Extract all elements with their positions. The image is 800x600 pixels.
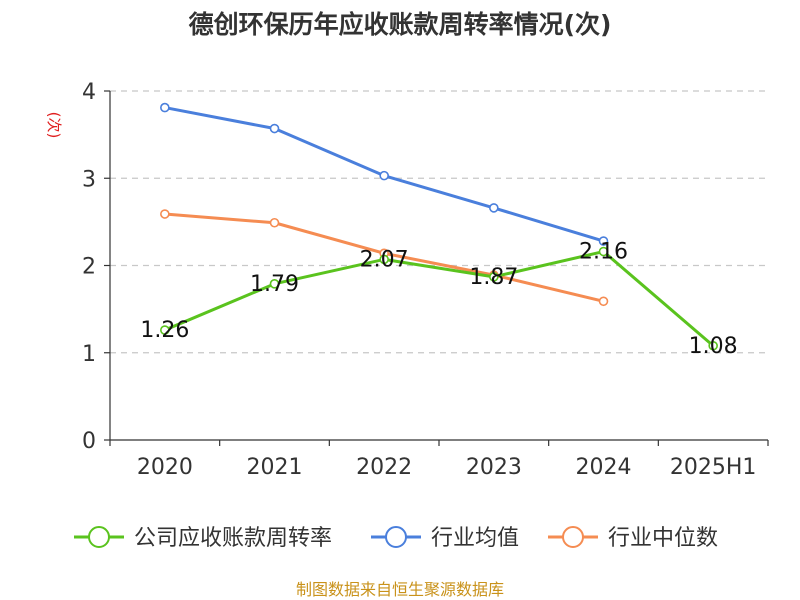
x-tick-label: 2021 [247,455,303,480]
data-point [160,325,170,335]
data-label: 1.87 [469,265,518,290]
x-tick-label: 2020 [137,455,193,480]
legend-marker [88,526,110,548]
data-point [379,170,389,181]
y-axis-unit: (次) [45,112,63,139]
legend: 公司应收账款周转率 行业均值 行业中位数 [74,526,718,551]
data-point [269,279,280,289]
x-tick-label: 2025H1 [670,455,757,480]
legend-marker [562,526,584,548]
data-point [269,123,280,134]
series-lines [160,102,718,351]
grid-lines [110,90,768,354]
y-tick-label: 1 [82,342,96,367]
data-label: 2.07 [360,247,409,272]
chart-title: 德创环保历年应收账款周转率情况(次) [189,10,612,39]
y-tick-label: 4 [82,80,96,105]
data-point [160,209,170,219]
data-point [598,246,609,257]
data-labels: 1.26 1.79 2.07 1.87 2.16 1.08 [140,240,737,359]
data-point [708,340,718,351]
data-label: 2.16 [579,240,628,265]
data-point [379,254,389,265]
data-point [598,236,609,246]
x-tick-label: 2023 [466,455,522,480]
data-point [489,203,499,213]
y-tick-label: 0 [82,429,96,454]
data-label: 1.79 [250,272,299,297]
x-tick-label: 2024 [576,455,632,480]
data-label: 1.08 [689,334,738,359]
legend-marker [385,526,407,548]
axes: 0 1 2 3 4 2020 2021 2022 2023 2024 2025H1 [82,80,769,480]
y-tick-label: 3 [82,167,96,192]
data-point [160,102,170,113]
data-label: 1.26 [140,318,189,343]
y-tick-label: 2 [82,255,96,280]
x-tick-label: 2022 [356,455,412,480]
source-note: 制图数据来自恒生聚源数据库 [296,580,504,599]
legend-label: 行业均值 [431,526,519,551]
series-line-0 [164,250,715,347]
data-point [598,296,609,307]
legend-label: 公司应收账款周转率 [134,526,332,551]
data-point [269,217,280,228]
data-point [489,272,499,282]
legend-label: 行业中位数 [608,526,718,551]
